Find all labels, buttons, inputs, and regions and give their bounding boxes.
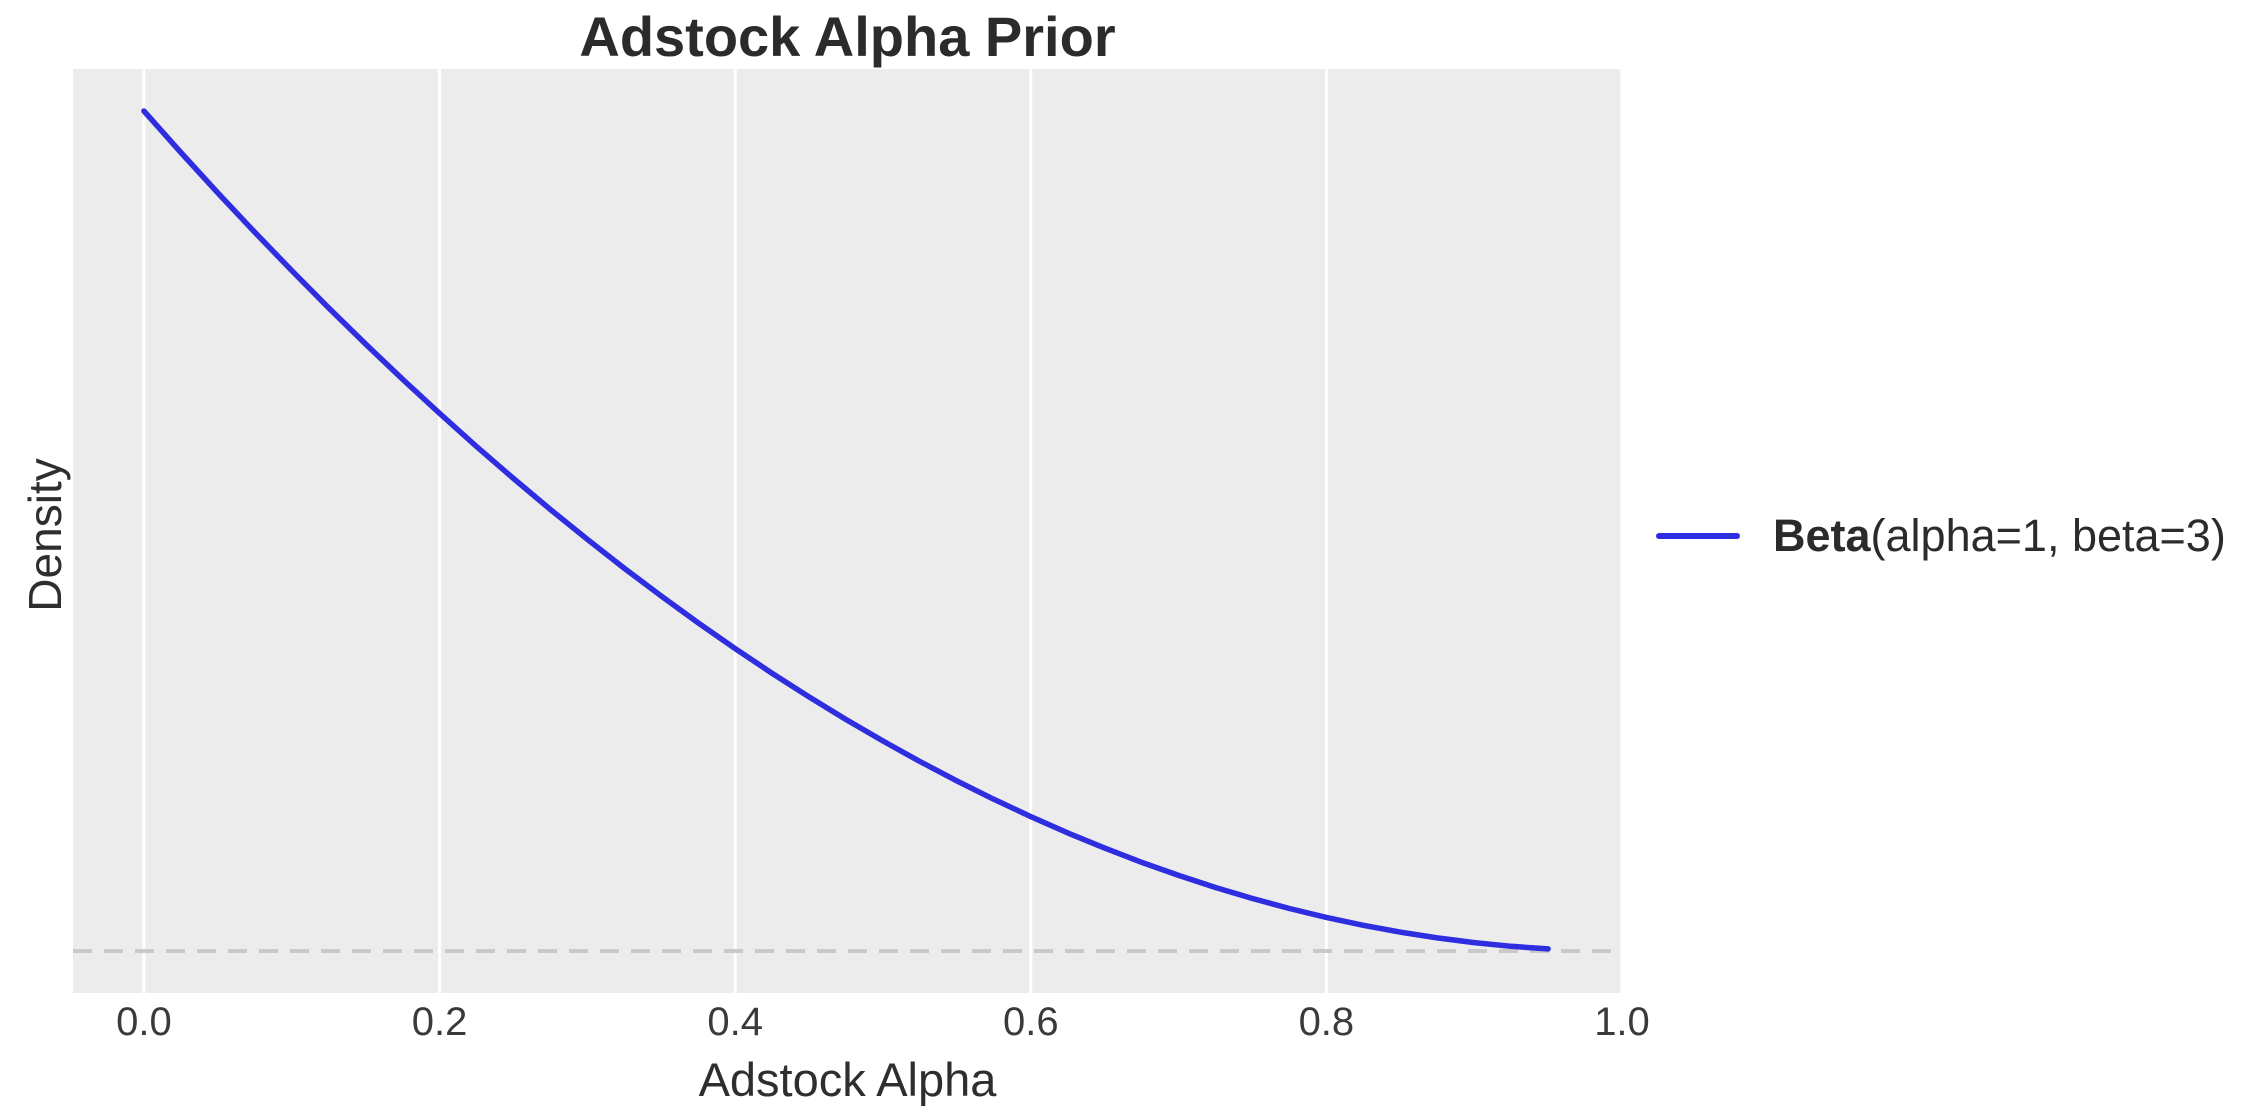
x-tick-label: 0.6	[1002, 1000, 1059, 1044]
x-tick-label: 0.4	[707, 1000, 763, 1044]
x-tick-label: 0.2	[411, 1000, 468, 1044]
x-tick-label: 1.0	[1594, 1000, 1650, 1044]
chart-title: Adstock Alpha Prior	[579, 5, 1116, 68]
legend: Beta(alpha=1, beta=3)	[1656, 508, 2226, 564]
plot-area	[73, 69, 1622, 993]
legend-line-sample	[1656, 533, 1740, 539]
legend-series-params: (alpha=1, beta=3)	[1870, 510, 2226, 561]
beta-density-curve	[141, 108, 1551, 952]
legend-label: Beta(alpha=1, beta=3)	[1773, 510, 2226, 562]
x-tick-label: 0.8	[1298, 1000, 1355, 1044]
x-tick-label: 0.0	[116, 1000, 172, 1044]
legend-series-name: Beta	[1773, 510, 1871, 561]
y-axis-label-text: Density	[19, 458, 71, 612]
x-axis-label: Adstock Alpha	[698, 1053, 997, 1106]
